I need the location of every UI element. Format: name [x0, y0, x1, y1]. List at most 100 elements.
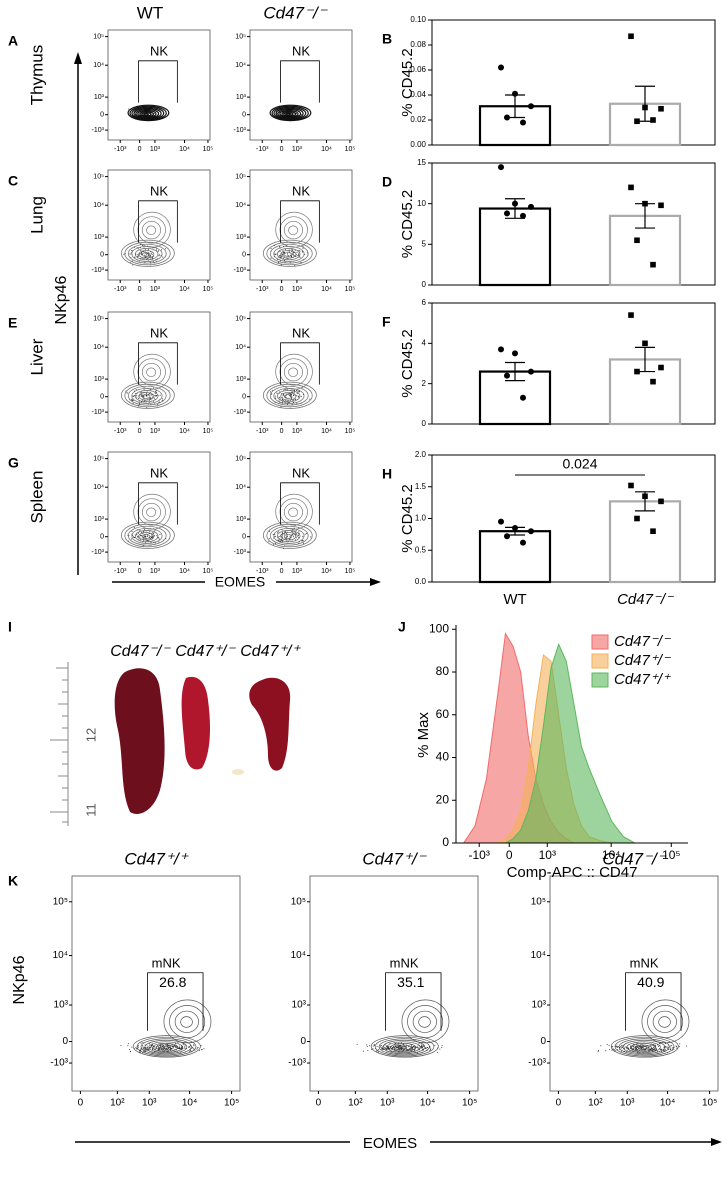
contour: [120, 521, 175, 549]
plot-frame: [249, 169, 353, 281]
event-dot: [157, 251, 159, 253]
event-dot: [653, 1047, 655, 1049]
event-dot: [152, 1045, 154, 1047]
event-dot: [193, 1048, 195, 1050]
x-tick-label: 10³: [150, 286, 161, 293]
event-dot: [616, 1046, 618, 1048]
data-point: [498, 346, 504, 353]
event-dot: [611, 1046, 613, 1048]
event-dot: [406, 1045, 408, 1047]
contour: [638, 1046, 648, 1050]
event-dot: [145, 394, 147, 396]
event-dot: [281, 396, 283, 398]
row-label: Liver: [27, 338, 46, 375]
data-point: [650, 528, 656, 534]
x-tick-label: 10⁵: [662, 848, 680, 862]
event-dot: [289, 254, 291, 256]
gate-label: NK: [150, 465, 168, 480]
event-dot: [174, 1043, 176, 1045]
contour: [269, 385, 309, 406]
event-dot: [165, 1047, 167, 1049]
contour: [398, 1046, 408, 1050]
x-tick-label: 10⁵: [203, 568, 214, 575]
event-dot: [137, 397, 139, 399]
event-dot: [166, 1043, 168, 1045]
arrow-head: [74, 52, 82, 64]
event-dot: [155, 390, 157, 392]
event-dot: [194, 1049, 196, 1051]
event-dot: [636, 1047, 638, 1049]
event-dot: [170, 1047, 172, 1049]
event-dot: [294, 264, 296, 266]
gate: [138, 342, 178, 385]
event-dot: [298, 253, 300, 255]
event-dot: [161, 400, 163, 402]
event-dot: [179, 1047, 181, 1049]
event-dot: [385, 1048, 387, 1050]
event-dot: [290, 113, 292, 115]
y-tick-label: 10⁴: [235, 344, 246, 351]
plot-frame: [431, 162, 716, 286]
data-point: [634, 515, 640, 522]
event-dot: [151, 535, 153, 537]
event-dot: [164, 248, 166, 250]
event-dot: [298, 249, 300, 251]
gate: [280, 60, 320, 103]
event-dot: [154, 397, 156, 399]
gate-label: NK: [292, 465, 310, 480]
event-dot: [294, 399, 296, 401]
event-dot: [137, 254, 139, 256]
contour: [137, 216, 166, 244]
panel-letter: E: [8, 315, 17, 331]
event-dot: [366, 1044, 368, 1046]
event-dot: [292, 249, 294, 251]
event-dot: [149, 538, 151, 540]
event-dot: [193, 1044, 195, 1046]
event-dot: [151, 1049, 153, 1051]
contour: [152, 1043, 179, 1052]
event-dot: [274, 395, 276, 397]
x-tick-label: 10⁵: [345, 568, 356, 575]
event-dot: [140, 1042, 142, 1044]
plot-frame: [107, 29, 211, 141]
contour: [269, 104, 312, 122]
event-dot: [274, 535, 276, 537]
contour: [143, 113, 149, 116]
row-label: Thymus: [27, 45, 46, 105]
data-point: [658, 105, 664, 112]
contour: [138, 250, 155, 259]
event-dot: [152, 536, 154, 538]
event-dot: [295, 529, 297, 531]
y-tick-label: 4: [422, 338, 427, 347]
x-tick-label: 10⁵: [203, 428, 214, 435]
event-dot: [372, 1045, 374, 1047]
contour: [279, 498, 308, 526]
event-dot: [146, 540, 148, 542]
event-dot: [156, 535, 158, 537]
event-dot: [397, 1047, 399, 1049]
x-tick-label: -10³: [256, 286, 269, 293]
event-dot: [292, 254, 294, 256]
event-dot: [377, 1051, 379, 1053]
y-tick-label: 0: [540, 1036, 546, 1047]
event-dot: [276, 392, 278, 394]
contour: [174, 1010, 199, 1033]
contour: [412, 1010, 437, 1033]
event-dot: [671, 1045, 673, 1047]
y-tick-label: 0.04: [410, 90, 426, 99]
event-dot: [422, 1045, 424, 1047]
gate: [138, 482, 178, 525]
event-dot: [391, 1047, 393, 1049]
plot-frame: [431, 302, 716, 425]
event-dot: [284, 533, 286, 535]
event-dot: [281, 535, 283, 537]
event-dot: [274, 397, 276, 399]
x-tick-label: 10³: [292, 286, 303, 293]
event-dot: [149, 1047, 151, 1049]
event-dot: [670, 1047, 672, 1049]
event-dot: [617, 1046, 619, 1048]
event-dot: [384, 1047, 386, 1049]
event-dot: [421, 1044, 423, 1046]
x-tick-label: -10³: [114, 146, 127, 153]
gate-percentage: 40.9: [637, 974, 664, 990]
